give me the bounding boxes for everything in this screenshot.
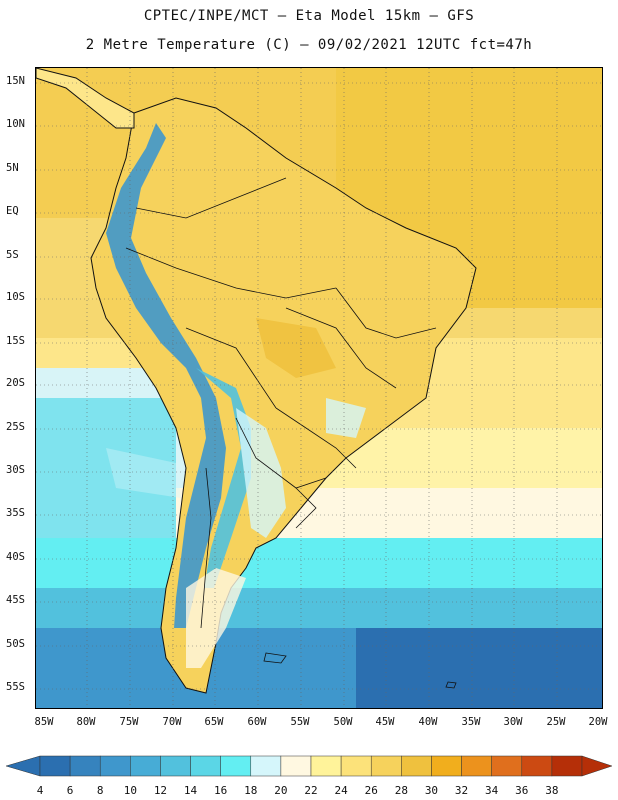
colorbar-tick-label: 34 (485, 784, 499, 797)
south-georgia-island (445, 681, 457, 689)
colorbar-low-arrow (5, 755, 41, 777)
colorbar-tick-label: 22 (304, 784, 318, 797)
border-chile (200, 467, 212, 629)
map-subtitle: 2 Metre Temperature (C) – 09/02/2021 12U… (85, 37, 533, 53)
lon-label: 30W (503, 716, 523, 728)
border-amazon (125, 247, 337, 299)
colorbar-tick-label: 26 (364, 784, 378, 797)
lon-label: 45W (375, 716, 395, 728)
mild-band (36, 488, 602, 538)
colorbar-swatch (401, 755, 432, 777)
colorbar-swatch (310, 755, 342, 777)
colorbar-swatch (280, 755, 312, 777)
temperature-map (35, 67, 603, 709)
falkland-islands (263, 652, 287, 664)
pacific-cool-zone (36, 398, 176, 538)
lat-label: 55S (6, 681, 25, 693)
colorbar-swatch (99, 755, 131, 777)
colorbar-tick-label: 30 (424, 784, 439, 797)
border-brazil-inner (285, 307, 397, 389)
colorbar-swatch (491, 755, 523, 777)
border-uruguay (295, 487, 317, 529)
colorbar-swatch (190, 755, 221, 777)
lon-label: 40W (418, 716, 438, 728)
lat-label: 10N (6, 118, 25, 130)
colorbar-tick-label: 8 (96, 784, 104, 797)
colorbar-swatch (250, 755, 282, 777)
cool-band (36, 538, 602, 588)
lon-label: 25W (546, 716, 566, 728)
border-paraguay (275, 407, 357, 469)
colorbar-tick-label: 32 (454, 784, 469, 797)
lat-label: 5N (6, 162, 19, 174)
colorbar-swatch (39, 755, 71, 777)
colorbar-tick-label: 38 (545, 784, 559, 797)
lat-label: EQ (6, 205, 19, 217)
lat-label: 30S (6, 464, 25, 476)
colorbar-swatch (431, 755, 462, 777)
colorbar-tick-label: 28 (394, 784, 408, 797)
patagonia-mild-zone (186, 568, 246, 668)
colorbar-swatch (370, 755, 402, 777)
colorbar-swatch (220, 755, 252, 777)
colorbar-tick-label: 12 (153, 784, 168, 797)
map-title: CPTEC/INPE/MCT – Eta Model 15km – GFS (143, 8, 475, 24)
colder-band (36, 588, 602, 628)
country-borders (125, 177, 437, 629)
colorbar-swatch (69, 755, 101, 777)
border-bolivia (185, 327, 277, 409)
altiplano-cool-zone (196, 368, 251, 588)
lat-label: 40S (6, 551, 25, 563)
chaco-mild-zone (236, 408, 286, 538)
colorbar-swatch (160, 755, 191, 777)
colorbar-tick-label: 36 (515, 784, 529, 797)
lon-label: 70W (162, 716, 182, 728)
lat-label: 10S (6, 291, 25, 303)
lon-label: 65W (204, 716, 224, 728)
lat-label: 25S (6, 421, 25, 433)
colorbar-tick-label: 14 (183, 784, 198, 797)
colorbar-swatch (461, 755, 492, 777)
lon-label: 60W (247, 716, 267, 728)
lon-label: 85W (34, 716, 54, 728)
central-brazil-hot-zone (256, 318, 336, 378)
lon-label: 80W (76, 716, 96, 728)
colorbar-tick-label: 18 (244, 784, 258, 797)
colorbar-tick-label: 16 (214, 784, 228, 797)
lat-label: 20S (6, 377, 25, 389)
lat-label: 45S (6, 594, 25, 606)
lat-label: 35S (6, 507, 25, 519)
colorbar-high-arrow (581, 755, 613, 777)
lat-label: 15S (6, 335, 25, 347)
lon-label: 55W (290, 716, 310, 728)
map-canvas (36, 68, 602, 708)
colorbar-swatch (521, 755, 553, 777)
colorbar-swatches (5, 755, 613, 777)
lat-label: 15N (6, 75, 25, 87)
colorbar (0, 748, 618, 800)
colorbar-swatch (340, 755, 372, 777)
coastal-mild-zone (106, 448, 181, 498)
southeast-brazil-cool-zone (326, 398, 366, 438)
colorbar-tick-label: 6 (66, 784, 74, 797)
lat-label: 5S (6, 249, 19, 261)
colorbar-tick-label: 10 (123, 784, 137, 797)
lon-label: 20W (588, 716, 608, 728)
graticule (36, 68, 602, 708)
lon-label: 75W (119, 716, 139, 728)
lon-label: 50W (333, 716, 353, 728)
colorbar-swatch (130, 755, 161, 777)
colorbar-tick-label: 20 (274, 784, 288, 797)
border-argentina (235, 417, 327, 489)
colorbar-swatch (551, 755, 583, 777)
colorbar-tick-label: 4 (36, 784, 44, 797)
lat-label: 50S (6, 638, 25, 650)
andes-cold-ridge (106, 123, 226, 628)
colorbar-canvas (5, 755, 613, 777)
southern-cold-zone (356, 628, 602, 708)
lon-label: 35W (461, 716, 481, 728)
colorbar-tick-label: 24 (334, 784, 348, 797)
border-brazil-states (335, 287, 437, 339)
